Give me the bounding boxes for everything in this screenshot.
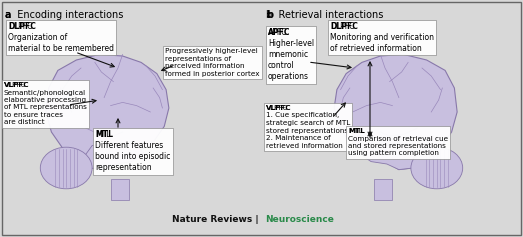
- Text: MTL: MTL: [348, 128, 365, 134]
- Polygon shape: [374, 179, 392, 200]
- Text: VLPFC: VLPFC: [266, 105, 292, 111]
- Polygon shape: [83, 142, 144, 170]
- Text: VLPFC: VLPFC: [4, 82, 30, 88]
- Ellipse shape: [40, 147, 92, 189]
- Text: b: b: [266, 10, 273, 20]
- Ellipse shape: [411, 147, 463, 189]
- Text: APFC
Higher-level
mnemonic
control
operations: APFC Higher-level mnemonic control opera…: [268, 28, 314, 81]
- Text: MTL
Comparison of retrieval cue
and stored representations
using pattern complet: MTL Comparison of retrieval cue and stor…: [348, 128, 448, 156]
- Text: DLPFC: DLPFC: [330, 22, 358, 31]
- Text: MTL
Different features
bound into episodic
representation: MTL Different features bound into episod…: [95, 130, 170, 172]
- Text: a: a: [5, 10, 12, 20]
- Text: Progressively higher-level
representations of
perceived information
formed in po: Progressively higher-level representatio…: [165, 48, 259, 77]
- Text: DLPFC
Organization of
material to be remembered: DLPFC Organization of material to be rem…: [8, 22, 114, 53]
- Text: b  Retrieval interactions: b Retrieval interactions: [266, 10, 383, 20]
- Text: APFC: APFC: [268, 28, 290, 37]
- Polygon shape: [359, 142, 420, 170]
- Text: DLPFC: DLPFC: [8, 22, 36, 31]
- Text: MTL: MTL: [95, 130, 113, 139]
- Text: VLPFC
1. Cue specification,
strategic search of MTL
stored representations
2. Ma: VLPFC 1. Cue specification, strategic se…: [266, 105, 350, 149]
- Text: Nature Reviews |: Nature Reviews |: [172, 215, 262, 224]
- Text: a  Encoding interactions: a Encoding interactions: [5, 10, 123, 20]
- Text: DLPFC
Monitoring and verification
of retrieved information: DLPFC Monitoring and verification of ret…: [330, 22, 434, 53]
- Polygon shape: [46, 55, 169, 170]
- FancyBboxPatch shape: [2, 2, 521, 235]
- Polygon shape: [110, 179, 129, 200]
- Text: Neuroscience: Neuroscience: [265, 215, 334, 224]
- Text: VLPFC
Semantic/phonological
elaborative processing
of MTL representations
to ens: VLPFC Semantic/phonological elaborative …: [4, 82, 87, 126]
- Polygon shape: [334, 55, 457, 170]
